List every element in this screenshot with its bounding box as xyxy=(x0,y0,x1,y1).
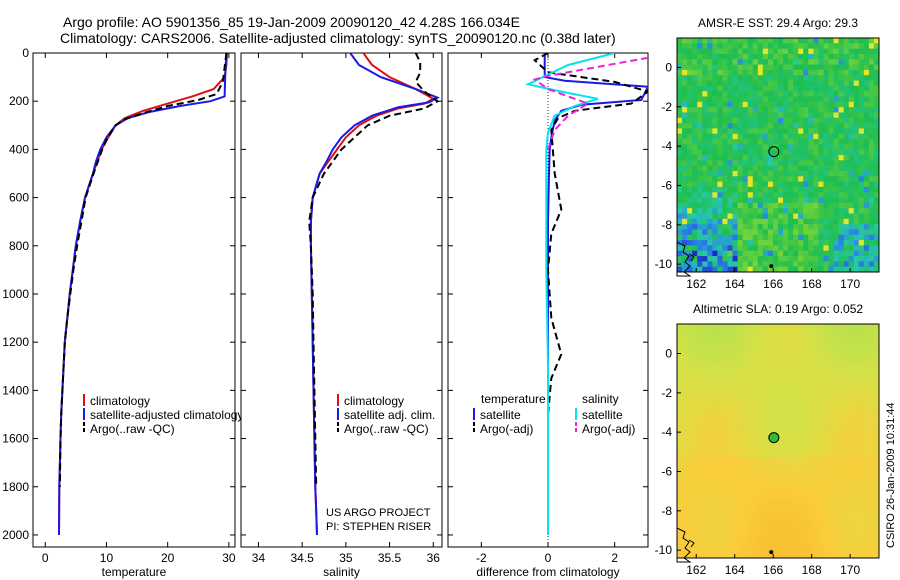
salinity-xtick-label: 35.5 xyxy=(378,551,402,565)
salinity-xtick-label: 34 xyxy=(252,551,266,565)
temperature-ytick-label: 400 xyxy=(9,142,29,156)
sla_map-coastline xyxy=(688,539,695,548)
legend-label: satellite adj. clim. xyxy=(344,408,435,422)
sla_map-ytick-label: -4 xyxy=(661,425,672,439)
salinity-xtick-label: 36 xyxy=(427,551,441,565)
legend-label: Argo(..raw -QC) xyxy=(90,422,175,436)
difference-xtick-label: -2 xyxy=(476,551,487,565)
sla_map-argo-marker xyxy=(768,432,780,444)
sst_map-ytick-label: -2 xyxy=(661,100,672,114)
difference-xlabel: difference from climatology xyxy=(476,565,619,579)
sla_map-title: Altimetric SLA: 0.19 Argo: 0.052 xyxy=(693,302,863,316)
sst_map-xtick-label: 166 xyxy=(763,277,783,291)
salinity-xtick-label: 34.5 xyxy=(290,551,314,565)
sst-map-panel: AMSR-E SST: 29.4 Argo: 29.3 162 164 166 168 1… xyxy=(655,16,880,291)
sla-map-panel: Altimetric SLA: 0.19 Argo: 0.052 162 164 16… xyxy=(655,302,880,577)
sst_map-ytick-label: 0 xyxy=(665,60,672,74)
difference-series-line xyxy=(532,53,648,487)
temperature-axes-box xyxy=(32,52,236,548)
salinity-panel: 34 34.5 35 35.5 36 salinity climatologysatelli… xyxy=(240,52,443,579)
temperature-ytick-label: 200 xyxy=(9,94,29,108)
difference-xtick-label: 0 xyxy=(545,551,552,565)
legend-header-temperature: temperature xyxy=(481,392,546,406)
temperature-ytick-label: 1200 xyxy=(2,335,29,349)
sla_map-ytick-label: -2 xyxy=(661,386,672,400)
temperature-ytick-label: 1000 xyxy=(2,287,29,301)
legend-label: satellite-adjusted climatology xyxy=(90,408,243,422)
timestamp-stamp: CSIRO 26-Jan-2009 10:31:44 xyxy=(885,402,897,548)
temperature-ytick-label: 1800 xyxy=(2,480,29,494)
legend-label: climatology xyxy=(90,394,150,408)
sst_map-axes-box xyxy=(676,37,880,273)
sst_map-color-field xyxy=(677,38,880,273)
salinity-xlabel: salinity xyxy=(323,565,360,579)
temperature-series-line xyxy=(58,53,228,536)
temperature-series-group xyxy=(58,53,228,536)
sst_map-argo-marker xyxy=(768,146,780,158)
sla_map-xtick-label: 166 xyxy=(763,563,783,577)
temperature-xtick-label: 20 xyxy=(161,551,175,565)
sst_map-xtick-label: 164 xyxy=(725,277,745,291)
sst_map-xtick-label: 170 xyxy=(840,277,860,291)
temperature-xtick-label: 10 xyxy=(100,551,114,565)
sla_map-color-field xyxy=(677,324,880,559)
sla_map-axes-box xyxy=(676,323,880,559)
sla_map-xtick-label: 170 xyxy=(840,563,860,577)
temperature-ytick-label: 0 xyxy=(22,46,29,60)
temperature-ytick-label: 1400 xyxy=(2,383,29,397)
sst_map-ytick-label: -4 xyxy=(661,139,672,153)
pi-credit: PI: STEPHEN RISER xyxy=(326,521,431,533)
salinity-axes-box xyxy=(240,52,443,548)
temperature-xtick-label: 0 xyxy=(42,551,49,565)
temperature-ytick-label: 2000 xyxy=(2,528,29,542)
project-credit: US ARGO PROJECT xyxy=(326,507,431,519)
sst_map-xtick-label: 168 xyxy=(802,277,822,291)
sla_map-xtick-label: 168 xyxy=(802,563,822,577)
temperature-ytick-label: 800 xyxy=(9,239,29,253)
sla_map-xtick-label: 164 xyxy=(725,563,745,577)
salinity-series-group xyxy=(308,53,440,536)
temperature-xlabel: temperature xyxy=(102,565,167,579)
sst_map-xtick-label: 162 xyxy=(686,277,706,291)
sla_map-ytick-label: -6 xyxy=(661,464,672,478)
sst_map-coastline xyxy=(688,253,695,262)
difference-series-line xyxy=(532,56,648,150)
sst_map-ytick-label: -6 xyxy=(661,178,672,192)
header-line1: Argo profile: AO 5901356_85 19-Jan-2009 … xyxy=(63,14,520,30)
sla_map-xtick-label: 162 xyxy=(686,563,706,577)
salinity-xtick-label: 35 xyxy=(339,551,353,565)
legend-label: satellite xyxy=(480,408,521,422)
legend-label: satellite xyxy=(582,408,623,422)
temperature-series-line xyxy=(58,53,228,487)
sst_map-island xyxy=(769,264,774,269)
difference-series-line xyxy=(524,53,615,535)
legend-label: Argo(-adj) xyxy=(582,422,635,436)
sla_map-coastline xyxy=(676,527,692,563)
sla_map-ytick-label: -8 xyxy=(661,504,672,518)
legend-label: Argo(..raw -QC) xyxy=(344,422,429,436)
sst_map-ytick-label: -10 xyxy=(655,257,673,271)
sla_map-ytick-label: 0 xyxy=(665,346,672,360)
sst_map-coastline xyxy=(676,241,692,277)
sst_map-ytick-label: -8 xyxy=(661,218,672,232)
sla_map-ytick-label: -10 xyxy=(655,543,673,557)
temperature-panel: 0 10 20 30 0 200 400 600 800 1000 1200 1400 1600 1800… xyxy=(2,46,243,579)
difference-series-group xyxy=(524,53,648,535)
sst_map-title: AMSR-E SST: 29.4 Argo: 29.3 xyxy=(698,16,858,30)
difference-xtick-label: 2 xyxy=(611,551,618,565)
temperature-ytick-label: 600 xyxy=(9,191,29,205)
legend-header-salinity: salinity xyxy=(582,392,619,406)
legend-label: Argo(-adj) xyxy=(480,422,533,436)
sla_map-island xyxy=(769,550,774,555)
temperature-ytick-label: 1600 xyxy=(2,432,29,446)
header-line2: Climatology: CARS2006. Satellite-adjuste… xyxy=(60,30,616,46)
legend-label: climatology xyxy=(344,394,404,408)
temperature-xtick-label: 30 xyxy=(222,551,236,565)
salinity-series-line xyxy=(308,53,440,487)
